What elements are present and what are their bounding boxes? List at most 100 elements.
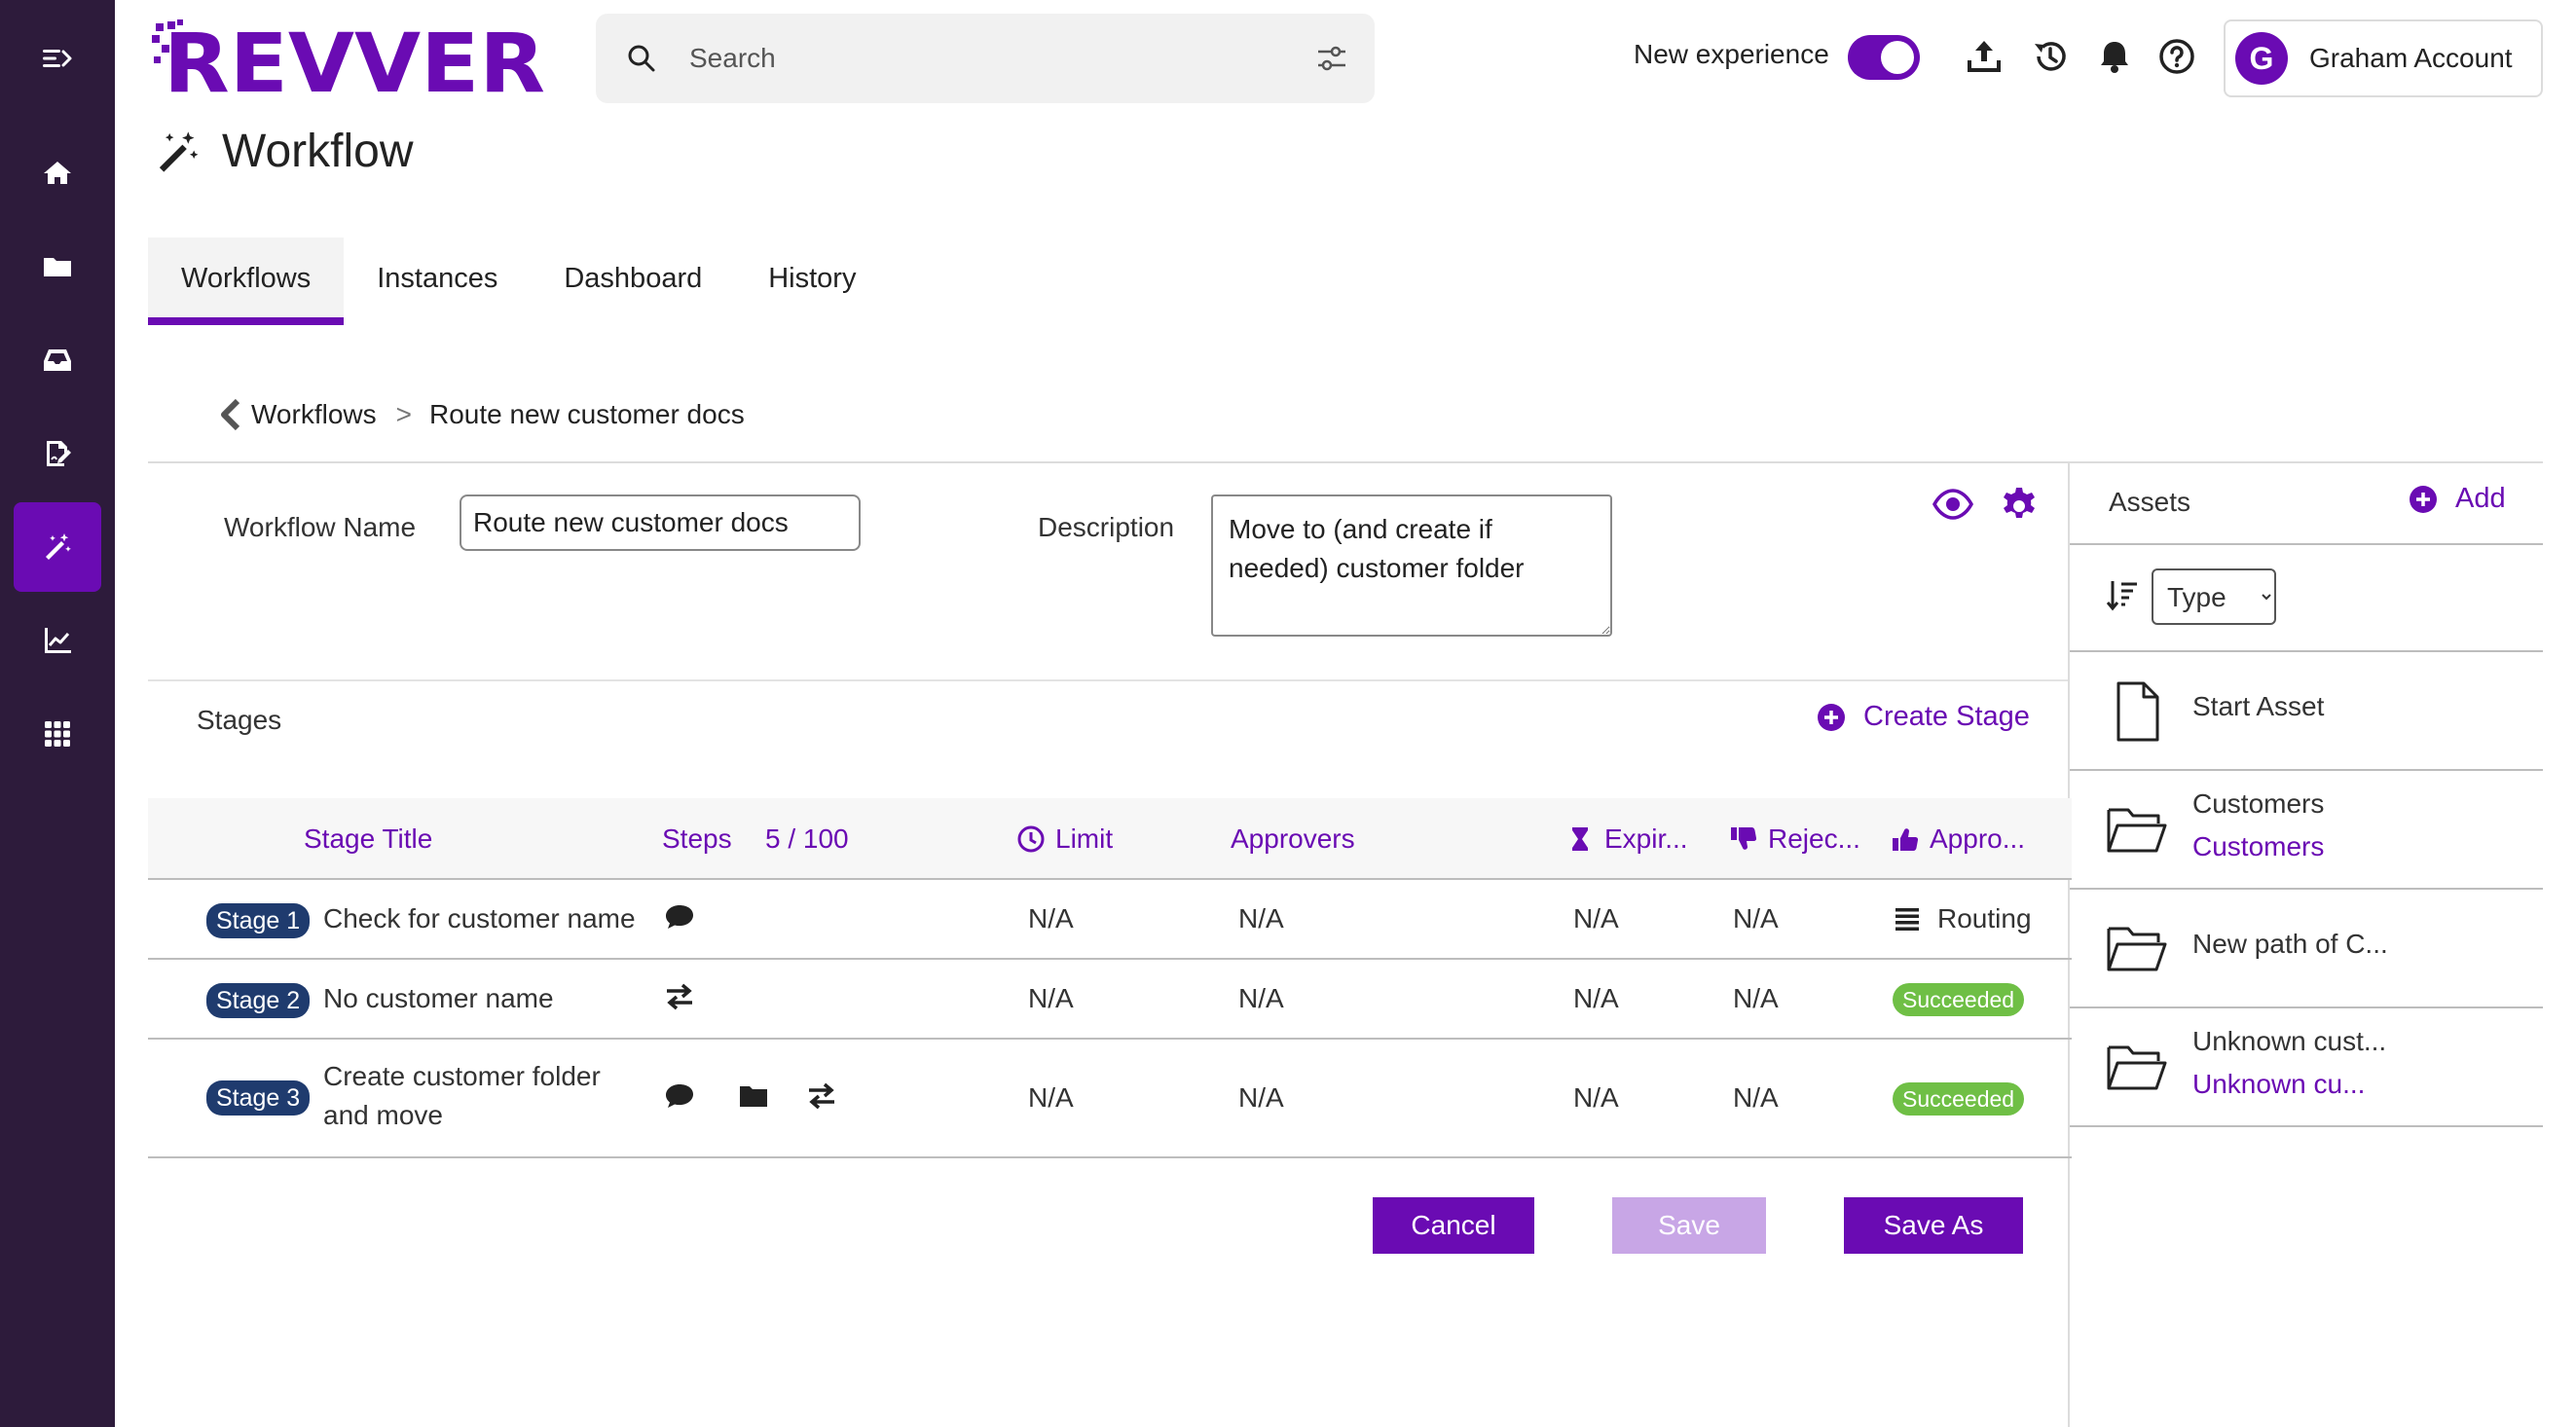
help-button[interactable] (2155, 35, 2198, 78)
step-comment[interactable] (664, 1080, 699, 1116)
assets-title: Assets (2109, 487, 2191, 517)
search-icon (628, 45, 655, 72)
analytics-icon (45, 628, 71, 653)
asset-link[interactable]: Unknown cu... (2192, 1069, 2366, 1099)
save-button[interactable]: Save (1612, 1197, 1766, 1254)
nav-inbox[interactable] (14, 315, 101, 405)
col-approvers[interactable]: Approvers (1231, 823, 1355, 854)
table-row[interactable]: Stage 3 Create customer folder and move … (148, 1040, 2072, 1158)
chevron-left-icon[interactable] (216, 397, 245, 432)
upload-icon (1968, 41, 2001, 72)
col-approval[interactable]: Appro... (1891, 798, 2025, 880)
col-expiration[interactable]: Expir... (1565, 798, 1688, 880)
notifications-button[interactable] (2093, 35, 2136, 78)
divider (148, 679, 2068, 681)
transfer-icon (809, 1082, 834, 1110)
stage-badge: Stage 1 (206, 903, 311, 938)
nav-analytics[interactable] (14, 596, 101, 685)
eye-icon (1932, 489, 1973, 520)
tab-instances[interactable]: Instances (377, 262, 498, 294)
sort-icon[interactable] (2105, 578, 2140, 613)
breadcrumb-workflows-link[interactable]: Workflows (251, 399, 377, 429)
col-limit[interactable]: Limit (1016, 798, 1113, 880)
search-input[interactable] (689, 29, 1314, 88)
tab-history[interactable]: History (768, 262, 857, 294)
routing-label: Routing (1937, 903, 2032, 933)
page-title: Workflow (222, 126, 414, 177)
step-transfer[interactable] (806, 1080, 841, 1116)
asset-item[interactable]: New path of C... (2070, 890, 2543, 1008)
approvers-value: N/A (1238, 983, 1284, 1013)
breadcrumb-separator: > (395, 399, 412, 429)
col-rejection-label: Rejec... (1768, 823, 1860, 854)
nav-files[interactable] (14, 222, 101, 311)
new-experience-toggle[interactable] (1848, 35, 1920, 80)
workflow-wand-icon (46, 533, 71, 560)
limit-value: N/A (1028, 903, 1074, 933)
gear-icon (2004, 488, 2035, 518)
step-folder[interactable] (738, 1080, 773, 1116)
nav-signatures[interactable] (14, 409, 101, 498)
step-transfer[interactable] (664, 981, 699, 1016)
nav-workflow[interactable] (14, 502, 101, 592)
stage-title: Check for customer name (323, 903, 636, 933)
table-row[interactable]: Stage 1 Check for customer name N/A N/A … (148, 880, 2072, 960)
new-experience-label: New experience (1634, 39, 1829, 69)
asset-link[interactable]: Customers (2192, 831, 2325, 861)
folder-open-icon (2107, 927, 2167, 971)
nav-apps[interactable] (14, 689, 101, 779)
asset-item[interactable]: Unknown cust... Unknown cu... (2070, 1008, 2543, 1127)
revver-logo[interactable]: REVVER (152, 19, 549, 101)
upload-button[interactable] (1963, 35, 2006, 78)
thumbs-up-icon (1893, 828, 1919, 851)
cancel-button[interactable]: Cancel (1373, 1197, 1534, 1254)
workflow-name-input[interactable] (460, 494, 861, 551)
account-menu[interactable]: G Graham Account (2224, 19, 2543, 97)
filter-sliders-icon[interactable] (1314, 41, 1349, 76)
steps-count: 5 / 100 (765, 823, 849, 854)
hourglass-icon (1572, 827, 1588, 851)
asset-item[interactable]: Customers Customers (2070, 771, 2543, 890)
create-stage-label: Create Stage (1863, 701, 2030, 732)
help-icon (2159, 39, 2194, 74)
menu-expand-button[interactable] (14, 14, 101, 103)
add-asset-button[interactable]: Add (2409, 483, 2506, 515)
approvers-value: N/A (1238, 903, 1284, 933)
plus-circle-icon (1818, 703, 1845, 731)
preview-button[interactable] (1930, 481, 1976, 528)
folder-icon (44, 258, 71, 276)
search-bar (596, 14, 1375, 103)
save-as-button[interactable]: Save As (1844, 1197, 2023, 1254)
page-header: Workflow (154, 125, 413, 178)
col-approval-label: Appro... (1930, 823, 2026, 854)
nav-home[interactable] (14, 128, 101, 218)
col-stage-title[interactable]: Stage Title (304, 823, 433, 854)
col-expiration-label: Expir... (1604, 823, 1688, 854)
tab-workflows[interactable]: Workflows (148, 238, 345, 325)
account-name: Graham Account (2309, 43, 2513, 73)
tab-dashboard[interactable]: Dashboard (564, 262, 703, 294)
asset-item[interactable]: Start Asset (2070, 652, 2543, 771)
col-rejection[interactable]: Rejec... (1729, 798, 1860, 880)
step-comment[interactable] (664, 901, 699, 936)
sort-type-select[interactable]: Type (2152, 568, 2276, 625)
avatar: G (2235, 32, 2288, 85)
description-textarea[interactable]: Move to (and create if needed) customer … (1211, 494, 1612, 637)
table-row[interactable]: Stage 2 No customer name N/A N/A N/A N/A… (148, 960, 2072, 1040)
col-limit-label: Limit (1055, 823, 1114, 854)
status-badge: Succeeded (1893, 1082, 2025, 1116)
comment-icon (666, 905, 693, 929)
col-steps[interactable]: Steps (662, 823, 732, 854)
workflow-wand-icon (159, 130, 199, 172)
settings-button[interactable] (1996, 481, 2042, 528)
bell-icon (2101, 42, 2128, 73)
history-button[interactable] (2029, 35, 2072, 78)
breadcrumb-current: Route new customer docs (428, 399, 745, 429)
divider (148, 461, 2543, 463)
divider (2070, 543, 2543, 545)
stage-title-line1: Create customer folder (323, 1061, 601, 1091)
stages-label: Stages (197, 705, 282, 735)
expiration-value: N/A (1573, 1082, 1619, 1113)
tab-bar: Workflows Instances Dashboard History (148, 238, 889, 325)
create-stage-button[interactable]: Create Stage (1817, 701, 2030, 733)
